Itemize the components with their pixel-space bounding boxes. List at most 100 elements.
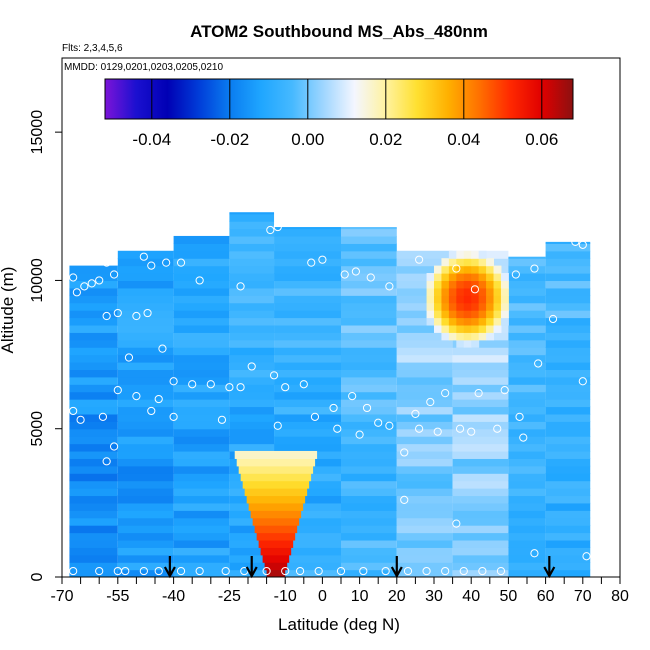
heatmap-cell [274, 562, 341, 571]
heatmap-cell [274, 517, 341, 526]
heatmap-cell [508, 332, 546, 341]
heatmap-cell [508, 399, 546, 408]
heatmap-cell [545, 265, 591, 274]
plume-cell [456, 317, 465, 326]
heatmap-cell [117, 428, 174, 437]
x-tick-label: 70 [574, 588, 592, 605]
observation-point [236, 383, 245, 392]
heatmap-cell [229, 332, 275, 341]
heatmap-cell [173, 502, 230, 511]
heatmap-cell [229, 243, 275, 252]
plume-cell [463, 287, 472, 296]
heatmap-cell [117, 302, 174, 311]
observation-point [351, 267, 360, 276]
observation-point [385, 282, 394, 291]
heatmap-cell [69, 302, 118, 311]
heatmap-cell [545, 287, 591, 296]
heatmap-cell [508, 510, 546, 519]
heatmap-cell [452, 443, 509, 452]
observation-point [95, 566, 104, 576]
observation-point [169, 412, 178, 421]
heatmap-cell [508, 413, 546, 422]
x-tick-label: 0 [318, 588, 327, 605]
plume-cell [456, 332, 465, 341]
heatmap-cell [452, 421, 509, 430]
profile-arrow-head [245, 566, 258, 579]
heatmap-cell [396, 532, 453, 541]
heatmap-cell [396, 525, 453, 534]
plume-cell [456, 310, 465, 319]
heatmap-cell [69, 413, 118, 422]
heatmap-cell [117, 532, 174, 541]
observation-point [571, 237, 580, 246]
heatmap-cell [117, 406, 174, 415]
heatmap-cell [508, 532, 546, 541]
observation-point [109, 270, 119, 279]
plume-cell [500, 280, 509, 289]
heatmap-cell [545, 532, 591, 541]
plume-cell [463, 280, 472, 289]
plume-cell [486, 295, 495, 304]
heatmap-cell [117, 554, 174, 563]
heatmap-cell [69, 369, 118, 378]
plume-cell [254, 525, 298, 534]
plume-cell [500, 273, 509, 282]
heatmap-cell [274, 227, 341, 230]
heatmap-cell [173, 465, 230, 474]
heatmap-cell [545, 354, 591, 363]
heatmap-cell [508, 450, 546, 459]
heatmap-cell [229, 265, 275, 274]
plume-cell [493, 273, 502, 282]
heatmap-cell [274, 317, 341, 326]
heatmap-cell [173, 258, 230, 267]
heatmap-cell [545, 413, 591, 422]
observation-point [422, 566, 431, 576]
plume-cell [486, 280, 495, 289]
heatmap-cell [545, 488, 591, 497]
dates-subtitle: MMDD: 0129,0201,0203,0205,0210 [64, 62, 223, 73]
heatmap-cell [117, 517, 174, 526]
heatmap-cell [274, 384, 341, 393]
plume-cell [441, 265, 450, 274]
heatmap-cell [229, 547, 275, 556]
heatmap-cell [545, 273, 591, 282]
heatmap-cell [117, 539, 174, 548]
x-tick-label: 80 [611, 588, 629, 605]
plume-cell [463, 250, 472, 259]
plume-cell [486, 265, 495, 274]
heatmap-cell [396, 317, 453, 326]
observation-point [72, 288, 81, 297]
observation-point [225, 383, 234, 392]
heatmap-cell [173, 517, 230, 526]
heatmap-cell [341, 376, 397, 385]
plume-cell [463, 339, 472, 348]
heatmap-cell [229, 273, 275, 282]
heatmap-cell [341, 406, 397, 415]
plume-cell [471, 317, 480, 326]
heatmap-cell [396, 413, 453, 422]
heatmap-cell [341, 547, 397, 556]
heatmap-cell [396, 287, 453, 296]
heatmap-cell [508, 458, 546, 467]
heatmap-cell [117, 265, 174, 274]
colorbar-gradient [104, 78, 574, 120]
heatmap-cell [396, 376, 453, 385]
observation-point [266, 225, 275, 235]
heatmap-cell [229, 347, 275, 356]
heatmap-cell [508, 376, 546, 385]
heatmap-cell [341, 310, 397, 319]
heatmap-cell [396, 339, 453, 348]
plume-cell [471, 332, 480, 341]
y-tick-label: 0 [29, 572, 46, 581]
plume-cell [434, 317, 442, 326]
heatmap-cell [274, 273, 341, 282]
colorbar-ticks: -0.04 -0.02 0.00 0.02 0.04 0.06 [132, 79, 558, 149]
heatmap-cell [117, 547, 174, 556]
heatmap-cell [452, 495, 509, 504]
observation-point [400, 495, 409, 504]
observation-point [299, 380, 308, 389]
observation-point [281, 566, 290, 576]
heatmap-cell [274, 369, 341, 378]
heatmap-cell [69, 347, 118, 356]
heatmap-cell [508, 265, 546, 274]
